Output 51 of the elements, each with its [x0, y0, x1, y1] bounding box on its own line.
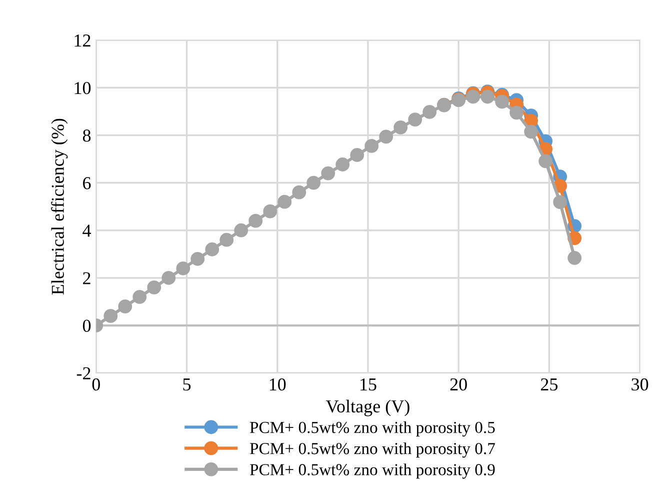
y-axis-title: Electrical efficiency (%): [51, 118, 68, 295]
point: [394, 120, 408, 134]
x-tick-label: 30: [632, 378, 648, 391]
point: [278, 194, 292, 209]
x-tick-label: 10: [270, 378, 286, 391]
legend-label: PCM+ 0.5wt% zno with porosity 0.9: [250, 464, 495, 479]
point: [422, 105, 437, 119]
y-tick-label: 10: [74, 82, 91, 94]
y-tick-label: 8: [82, 130, 91, 142]
point: [147, 280, 162, 294]
x-tick-label: 20: [450, 378, 467, 391]
x-tick-label: 15: [360, 378, 376, 391]
x-axis-title: Voltage (V): [326, 400, 410, 416]
point: [495, 94, 510, 109]
point: [336, 158, 350, 172]
x-tick-label: 25: [540, 378, 558, 391]
point: [104, 308, 118, 323]
x-tick-label: 0: [92, 378, 100, 391]
point: [364, 139, 379, 153]
y-tick-label: 6: [83, 177, 91, 190]
point: [162, 270, 176, 285]
point: [553, 195, 568, 210]
legend-label: PCM+ 0.5wt% zno with porosity 0.7: [250, 442, 495, 458]
point: [248, 214, 263, 228]
point: [205, 242, 220, 256]
y-tick-label: 0: [82, 320, 91, 332]
point: [234, 223, 248, 238]
point: [350, 148, 364, 162]
point: [132, 290, 147, 304]
point: [568, 250, 582, 265]
point: [263, 204, 278, 218]
point: [220, 232, 234, 247]
point: [176, 261, 190, 276]
point: [524, 124, 538, 139]
legend-label: PCM+ 0.5wt% zno with porosity 0.5: [250, 421, 495, 437]
point: [379, 130, 394, 144]
point: [538, 154, 553, 168]
point: [190, 252, 205, 266]
point: [118, 299, 132, 314]
point: [306, 176, 321, 190]
point: [408, 112, 422, 127]
point: [480, 90, 495, 104]
x-tick-label: 5: [183, 378, 191, 391]
point: [510, 106, 524, 120]
point: [292, 185, 306, 200]
y-tick-label: 4: [82, 224, 91, 237]
point: [321, 166, 336, 180]
point: [466, 90, 480, 104]
y-tick-label: -2: [76, 367, 90, 380]
y-tick-label: 2: [83, 272, 90, 284]
y-tick-label: 12: [74, 34, 90, 46]
